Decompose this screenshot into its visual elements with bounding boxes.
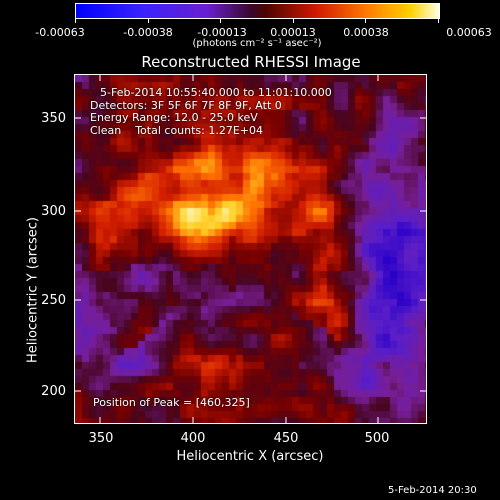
colorbar-tick — [148, 19, 149, 23]
colorbar-tick-label: 0.00013 — [270, 26, 316, 39]
x-tick-label: 400 — [180, 431, 206, 446]
y-tick-label: 200 — [41, 384, 66, 399]
y-tick-label: 350 — [41, 111, 66, 126]
colorbar-tick — [365, 19, 366, 23]
colorbar-tick-label: -0.00013 — [197, 26, 247, 39]
colorbar-tick-label: -0.00038 — [123, 26, 173, 39]
peak-position: Position of Peak = [460,325] — [93, 396, 250, 409]
y-tick-label: 250 — [41, 293, 66, 308]
footer-timestamp: 5-Feb-2014 20:30 — [388, 485, 477, 496]
energy-range: Energy Range: 12.0 - 25.0 keV — [90, 111, 258, 124]
colorbar-tick — [293, 19, 294, 23]
colorbar-tick — [438, 19, 439, 23]
x-tick-label: 350 — [88, 431, 114, 446]
x-axis-label: Heliocentric X (arcsec) — [176, 449, 324, 464]
clean-counts: Clean Total counts: 1.27E+04 — [90, 123, 264, 137]
x-tick-label: 450 — [273, 431, 299, 446]
y-tick-label: 300 — [41, 204, 66, 219]
colorbar-tick — [220, 19, 221, 23]
x-tick-label: 500 — [364, 431, 390, 446]
colorbar-tick — [75, 19, 76, 23]
plot-frame — [74, 74, 427, 424]
rhessi-image — [75, 75, 426, 423]
detectors: Detectors: 3F 5F 6F 7F 8F 9F, Att 0 — [90, 98, 282, 112]
colorbar-tick-label: 0.00038 — [343, 26, 389, 39]
y-axis-label: Heliocentric Y (arcsec) — [25, 217, 41, 363]
colorbar — [75, 3, 440, 19]
plot-title: Reconstructed RHESSI Image — [141, 53, 361, 71]
colorbar-units: (photons cm⁻² s⁻¹ asec⁻²) — [192, 38, 322, 49]
colorbar-tick-label: 0.00063 — [446, 26, 492, 39]
observation-info: 5-Feb-2014 10:55:40.000 to 11:01:10.000 … — [90, 86, 332, 137]
time-range: 5-Feb-2014 10:55:40.000 to 11:01:10.000 — [100, 86, 332, 99]
colorbar-tick-label: -0.00063 — [35, 26, 85, 39]
